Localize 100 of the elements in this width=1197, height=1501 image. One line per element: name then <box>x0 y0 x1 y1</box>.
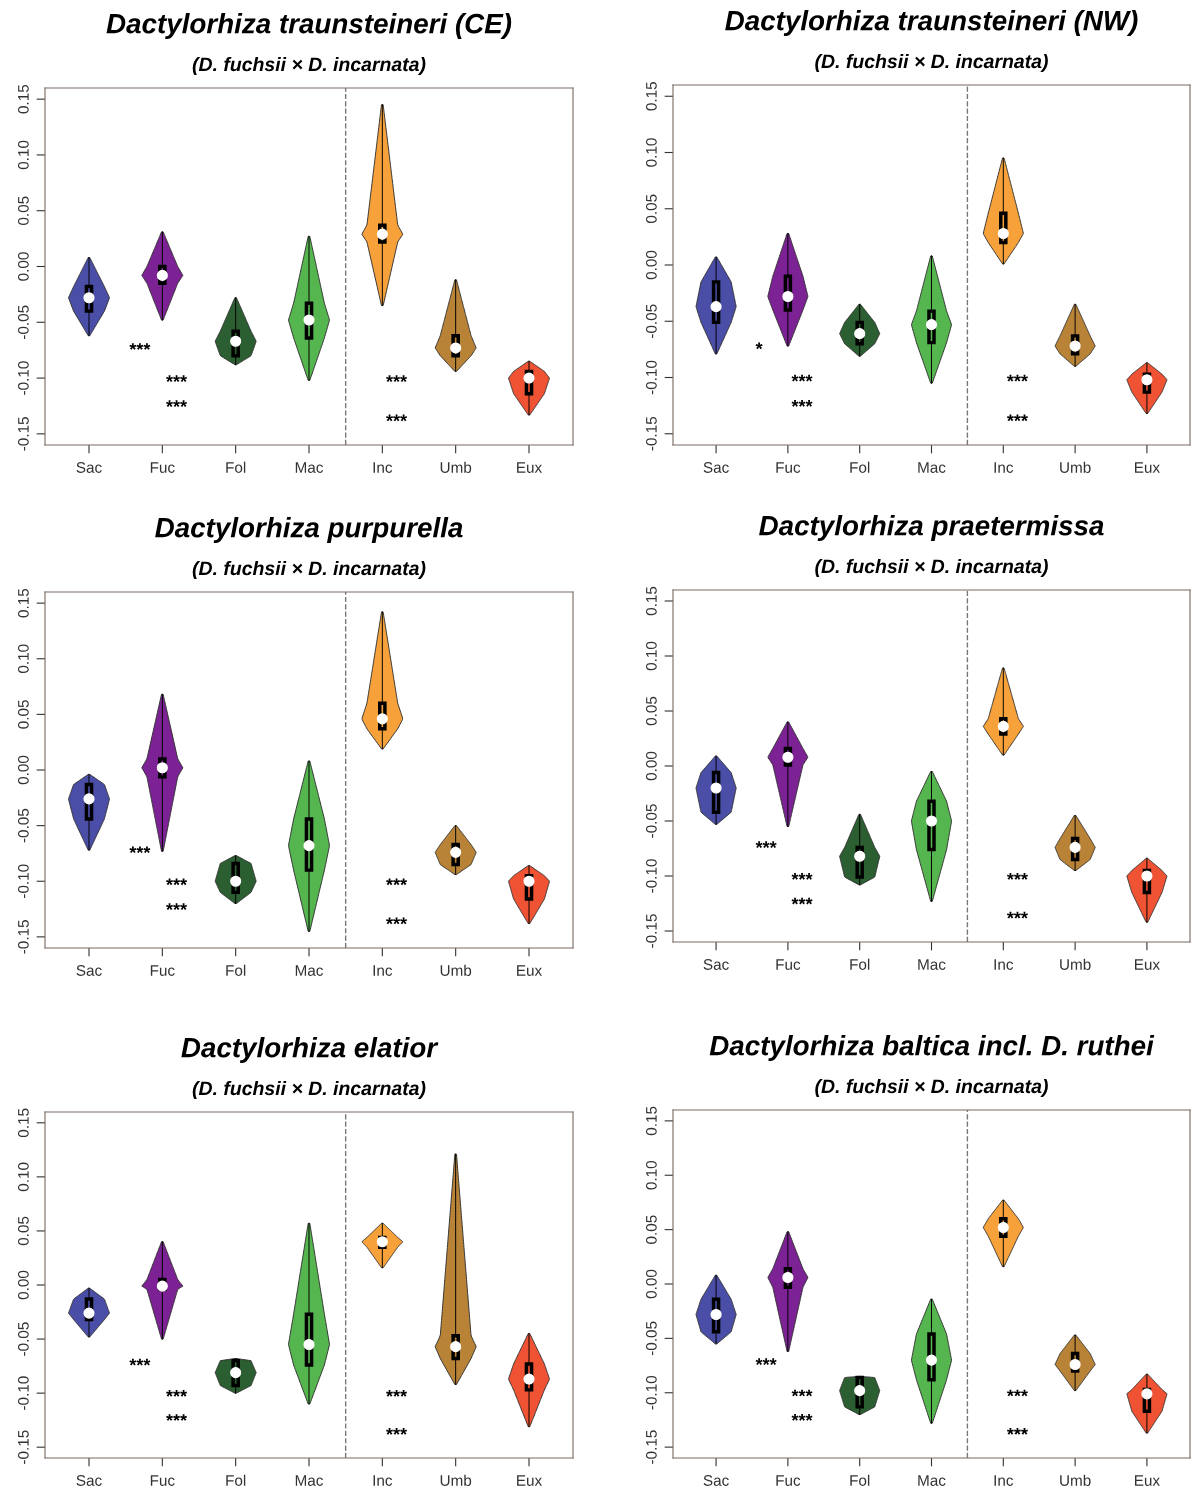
y-tick-label: 0.15 <box>645 586 657 616</box>
x-tick-label: Inc <box>373 462 393 473</box>
x-tick-label: Inc <box>373 1475 393 1486</box>
y-tick-label: 0.00 <box>17 1270 29 1300</box>
x-tick-label: Umb <box>1060 461 1091 473</box>
y-tick-label: 0.05 <box>645 194 657 224</box>
x-tick-label: Mac <box>918 1475 946 1486</box>
annotation: *** <box>791 374 813 382</box>
annotation: *** <box>1006 414 1028 422</box>
y-tick-label: 0.05 <box>645 696 657 726</box>
annotation: *** <box>386 414 408 422</box>
y-tick-label: -0.10 <box>645 360 657 395</box>
chart-title: Dactylorhiza praetermissa <box>759 515 1104 541</box>
x-tick-label: Eux <box>517 462 542 473</box>
annotation: *** <box>166 878 188 886</box>
y-tick-label: 0.15 <box>17 588 29 618</box>
y-tick-label: 0.00 <box>17 755 29 785</box>
x-tick-label: Fuc <box>150 1475 175 1486</box>
y-tick-label: 0.10 <box>645 641 657 671</box>
chart-subtitle: (D. fuchsii × D. incarnata) <box>815 53 1048 73</box>
x-tick-label: Fuc <box>776 959 801 970</box>
annotation: *** <box>386 1427 408 1435</box>
y-tick-label: -0.10 <box>645 1375 657 1410</box>
chart-title: Dactylorhiza traunsteineri (CE) <box>106 13 512 39</box>
annotation: *** <box>1006 911 1028 919</box>
y-tick-label: -0.10 <box>17 864 29 898</box>
y-tick-label: -0.15 <box>17 417 29 451</box>
x-tick-label: Inc <box>994 1475 1014 1486</box>
annotation: *** <box>386 1389 408 1397</box>
x-tick-label: Fol <box>850 1474 870 1486</box>
x-tick-label: Fuc <box>150 965 175 976</box>
annotation: *** <box>166 1414 188 1421</box>
annotation: *** <box>1006 1389 1028 1397</box>
annotation: *** <box>791 897 813 905</box>
annotation: *** <box>791 873 813 880</box>
x-tick-label: Fol <box>226 1474 246 1486</box>
y-tick-label: -0.05 <box>645 804 657 838</box>
y-tick-label: -0.15 <box>645 914 657 948</box>
x-tick-label: Inc <box>373 965 393 976</box>
x-tick-label: Umb <box>1060 1474 1091 1486</box>
y-tick-label: 0.10 <box>645 138 657 167</box>
chart-subtitle: (D. fuchsii × D. incarnata) <box>192 56 426 76</box>
y-tick-label: -0.15 <box>17 920 29 954</box>
x-tick-label: Mac <box>295 462 324 473</box>
x-tick-label: Mac <box>918 959 946 970</box>
y-tick-label: -0.05 <box>17 808 29 843</box>
x-tick-label: Eux <box>1135 1475 1160 1486</box>
x-tick-label: Eux <box>1135 462 1160 473</box>
x-tick-label: Eux <box>1135 959 1160 970</box>
x-tick-label: Umb <box>1060 958 1091 970</box>
annotation: *** <box>755 1358 777 1366</box>
annotation: *** <box>386 375 408 382</box>
annotation: *** <box>1006 1427 1028 1435</box>
x-tick-label: Fol <box>850 461 870 473</box>
y-tick-label: -0.05 <box>645 304 657 338</box>
chart-title: Dactylorhiza elatior <box>181 1037 439 1063</box>
y-tick-label: -0.05 <box>17 305 29 340</box>
x-tick-label: Sac <box>76 1475 102 1486</box>
annotation: *** <box>755 841 777 849</box>
x-tick-label: Inc <box>994 959 1014 970</box>
x-tick-label: Fuc <box>776 1475 801 1486</box>
y-tick-label: 0.15 <box>17 84 29 114</box>
y-tick-label: -0.10 <box>645 859 657 893</box>
annotation: *** <box>791 400 813 407</box>
x-tick-label: Fol <box>226 964 246 976</box>
annotation: *** <box>129 1358 151 1366</box>
y-tick-label: 0.05 <box>17 700 29 729</box>
y-tick-label: -0.05 <box>17 1322 29 1356</box>
x-tick-label: Fol <box>850 958 870 970</box>
x-tick-label: Mac <box>295 965 324 976</box>
annotation: *** <box>386 917 408 925</box>
annotation: *** <box>386 878 408 886</box>
x-tick-label: Fuc <box>776 462 801 473</box>
x-tick-label: Inc <box>994 462 1014 473</box>
annotation: *** <box>166 400 188 407</box>
y-tick-label: 0.15 <box>645 82 657 111</box>
annotation: *** <box>166 375 188 382</box>
x-tick-label: Fuc <box>150 462 175 473</box>
chart-title: Dactylorhiza purpurella <box>155 517 463 543</box>
x-tick-label: Eux <box>517 1475 542 1486</box>
y-tick-label: 0.05 <box>17 196 29 225</box>
x-tick-label: Umb <box>440 1474 472 1486</box>
annotation: *** <box>166 903 188 911</box>
y-tick-label: 0.10 <box>645 1160 657 1190</box>
y-tick-label: -0.15 <box>645 416 657 451</box>
x-tick-label: Mac <box>918 462 946 473</box>
annotation: *** <box>791 1389 813 1397</box>
y-tick-label: 0.15 <box>17 1108 29 1138</box>
annotation: *** <box>166 1389 188 1397</box>
chart-subtitle: (D. fuchsii × D. incarnata) <box>815 558 1048 578</box>
annotation: *** <box>1006 873 1028 880</box>
y-tick-label: 0.10 <box>17 1162 29 1192</box>
y-tick-label: 0.00 <box>645 250 657 280</box>
annotation: *** <box>1006 374 1028 382</box>
y-tick-label: -0.10 <box>17 361 29 395</box>
x-tick-label: Mac <box>295 1475 324 1486</box>
annotation: *** <box>129 846 151 854</box>
x-tick-label: Sac <box>703 1475 729 1486</box>
x-tick-label: Sac <box>76 462 102 473</box>
chart-subtitle: (D. fuchsii × D. incarnata) <box>192 560 426 580</box>
